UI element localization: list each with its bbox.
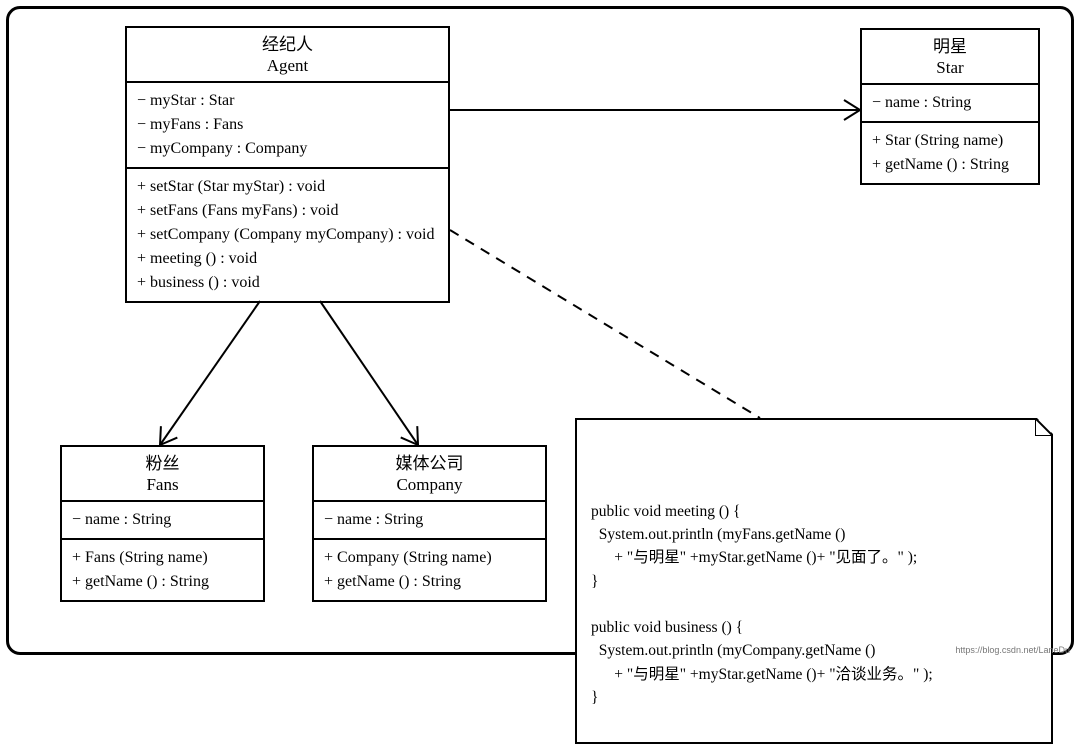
class-title: 粉丝 Fans xyxy=(62,447,263,502)
class-title: 经纪人 Agent xyxy=(127,28,448,83)
member-line: − name : String xyxy=(72,508,253,532)
member-line: + business () : void xyxy=(137,271,438,295)
member-line: − name : String xyxy=(872,91,1028,115)
member-line: − myStar : Star xyxy=(137,89,438,113)
class-title-cn: 明星 xyxy=(870,36,1030,57)
class-title-cn: 粉丝 xyxy=(70,453,255,474)
member-line: − myCompany : Company xyxy=(137,137,438,161)
class-title-cn: 经纪人 xyxy=(135,34,440,55)
class-operations: + Fans (String name)+ getName () : Strin… xyxy=(62,538,263,600)
member-line: + Star (String name) xyxy=(872,129,1028,153)
member-line: + setFans (Fans myFans) : void xyxy=(137,199,438,223)
class-operations: + Star (String name)+ getName () : Strin… xyxy=(862,121,1038,183)
class-attributes: − name : String xyxy=(314,502,545,538)
class-title-en: Company xyxy=(322,474,537,495)
class-attributes: − name : String xyxy=(62,502,263,538)
class-agent: 经纪人 Agent − myStar : Star− myFans : Fans… xyxy=(125,26,450,303)
class-operations: + Company (String name)+ getName () : St… xyxy=(314,538,545,600)
watermark: https://blog.csdn.net/LaneDu xyxy=(955,645,1070,655)
member-line: − myFans : Fans xyxy=(137,113,438,137)
class-attributes: − myStar : Star− myFans : Fans− myCompan… xyxy=(127,83,448,167)
class-title-en: Agent xyxy=(135,55,440,76)
class-title-cn: 媒体公司 xyxy=(322,453,537,474)
note-box: public void meeting () { System.out.prin… xyxy=(575,418,1053,744)
class-title: 明星 Star xyxy=(862,30,1038,85)
member-line: + setCompany (Company myCompany) : void xyxy=(137,223,438,247)
member-line: + getName () : String xyxy=(324,570,535,594)
member-line: + Fans (String name) xyxy=(72,546,253,570)
class-title: 媒体公司 Company xyxy=(314,447,545,502)
member-line: + getName () : String xyxy=(872,153,1028,177)
class-fans: 粉丝 Fans − name : String + Fans (String n… xyxy=(60,445,265,602)
member-line: + meeting () : void xyxy=(137,247,438,271)
note-fold-icon xyxy=(1035,418,1053,436)
class-title-en: Star xyxy=(870,57,1030,78)
class-attributes: − name : String xyxy=(862,85,1038,121)
member-line: + getName () : String xyxy=(72,570,253,594)
member-line: + Company (String name) xyxy=(324,546,535,570)
class-company: 媒体公司 Company − name : String + Company (… xyxy=(312,445,547,602)
member-line: + setStar (Star myStar) : void xyxy=(137,175,438,199)
class-title-en: Fans xyxy=(70,474,255,495)
class-star: 明星 Star − name : String + Star (String n… xyxy=(860,28,1040,185)
note-content: public void meeting () { System.out.prin… xyxy=(591,500,1037,709)
class-operations: + setStar (Star myStar) : void+ setFans … xyxy=(127,167,448,301)
member-line: − name : String xyxy=(324,508,535,532)
